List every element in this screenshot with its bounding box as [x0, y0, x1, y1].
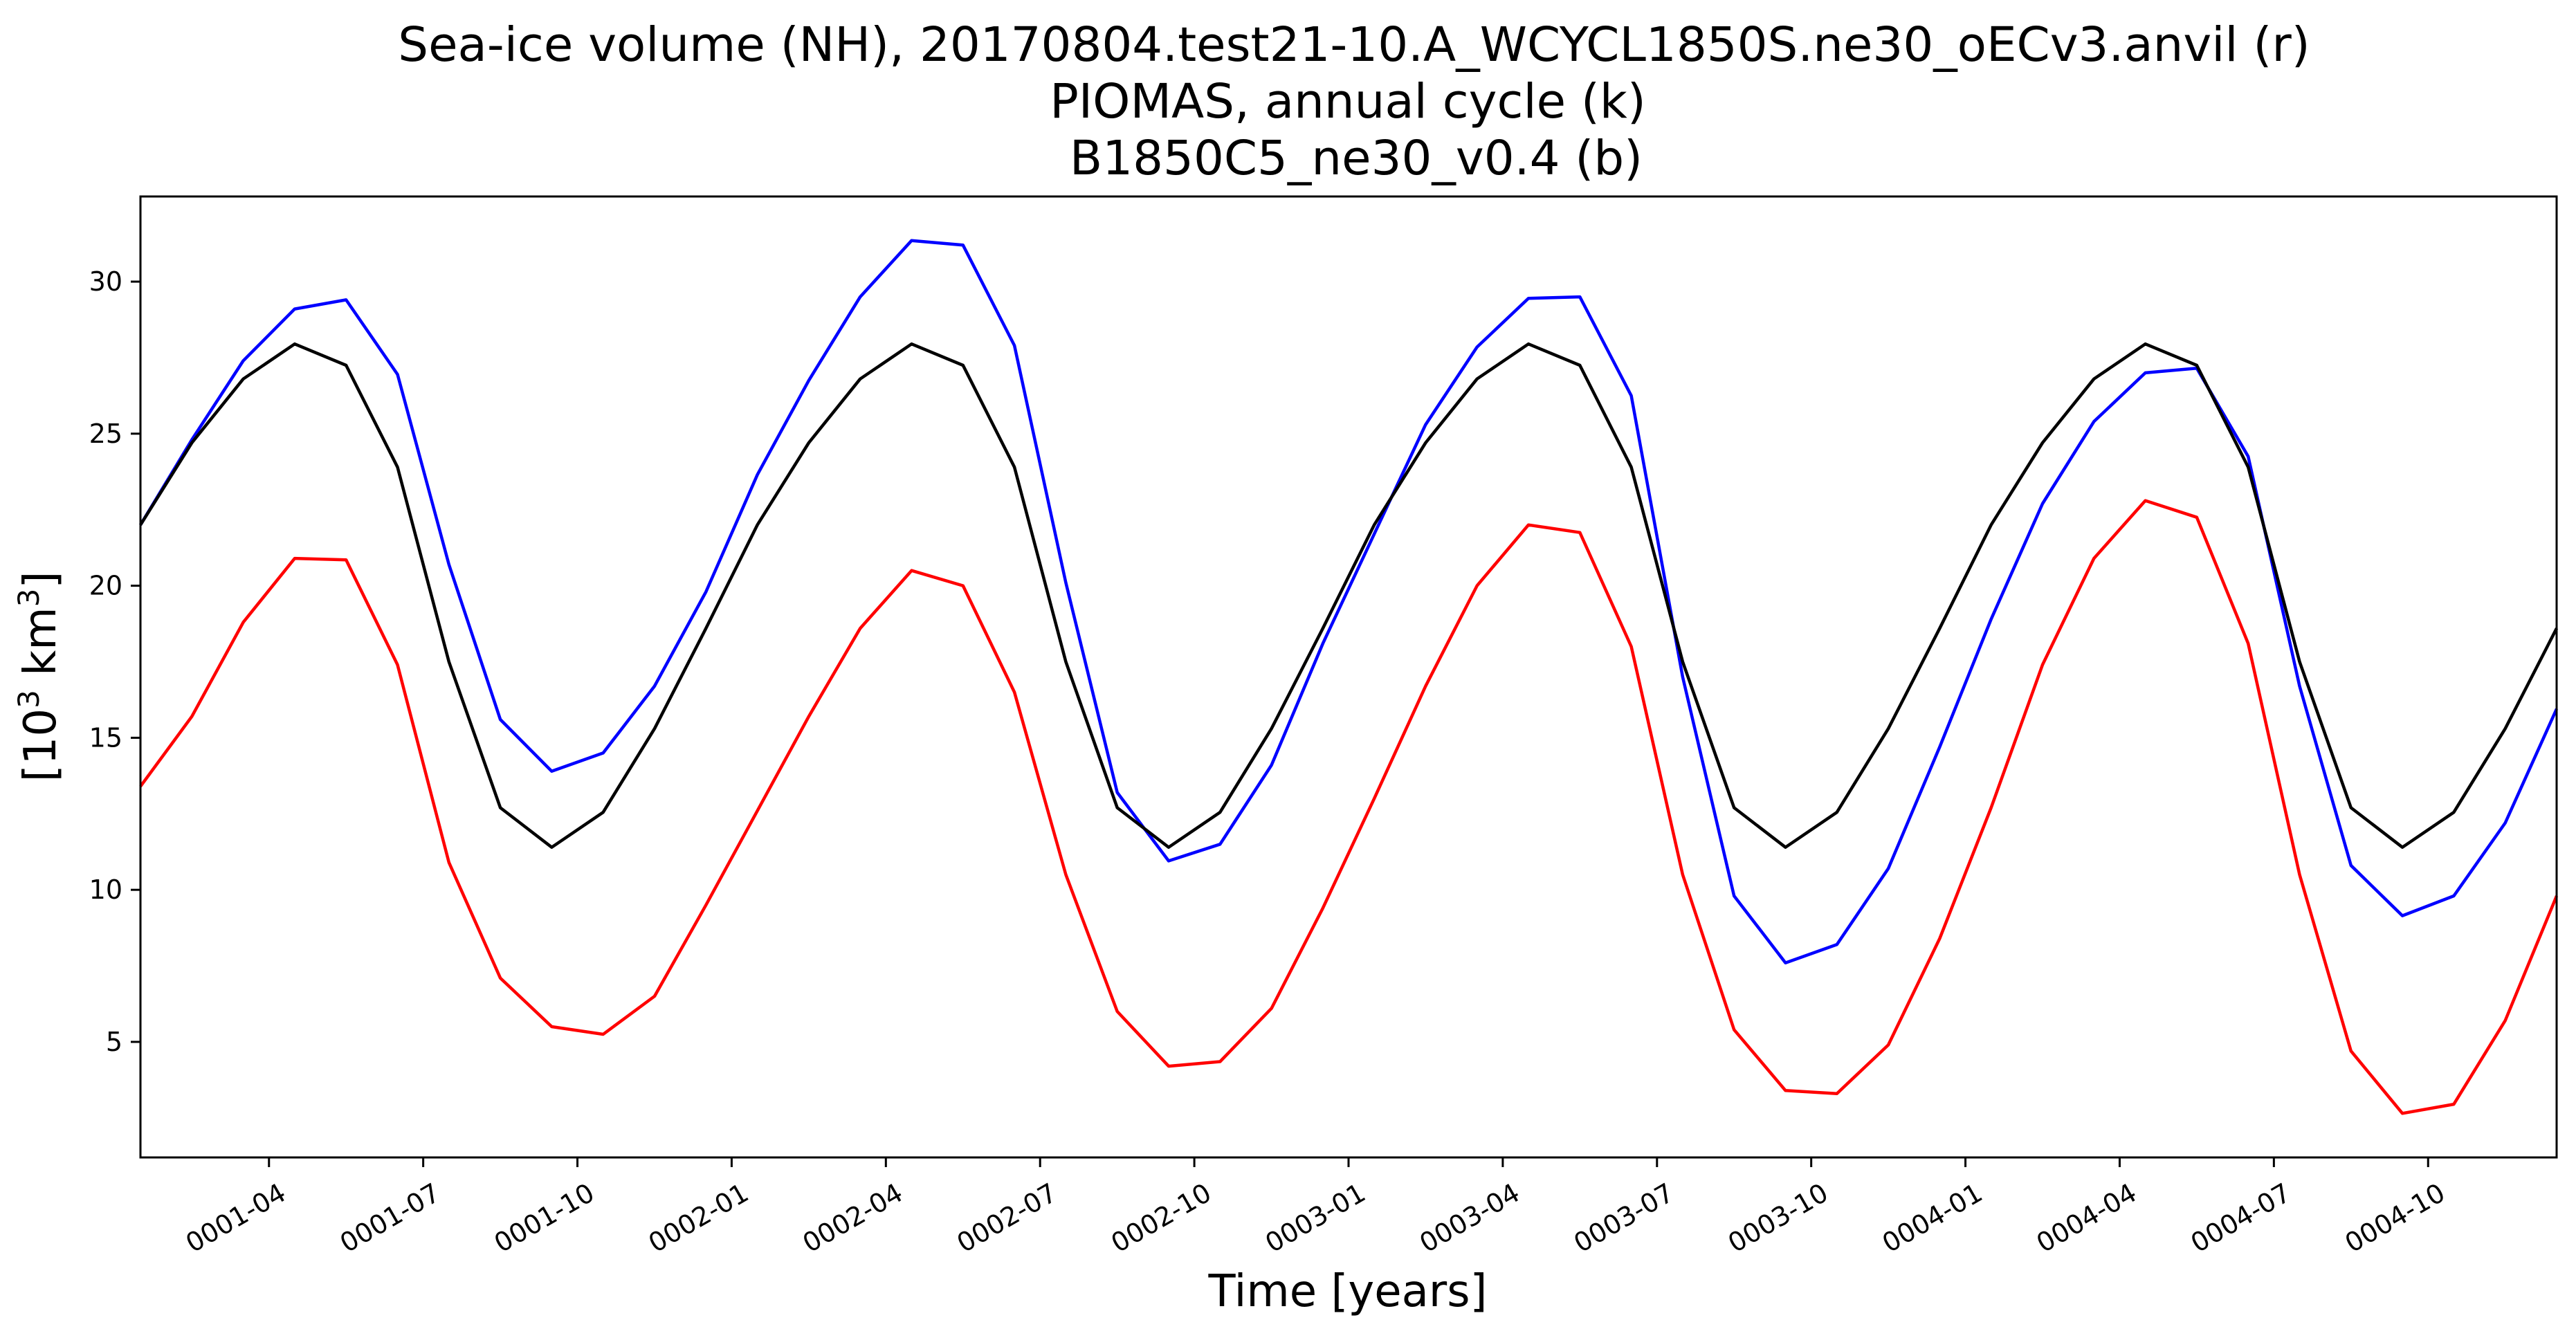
chart-title-line-1: Sea-ice volume (NH), 20170804.test21-10.…	[398, 17, 2310, 73]
x-tick-label: 0002-04	[798, 1177, 908, 1258]
plot-area-frame	[139, 195, 2558, 1159]
y-tick-label: 15	[89, 722, 122, 753]
chart-title: Sea-ice volume (NH), 20170804.test21-10.…	[398, 17, 2310, 186]
y-axis-label-close: ]	[15, 571, 66, 589]
y-axis-label-unit: km	[15, 607, 66, 690]
x-tick-label: 0004-04	[2031, 1177, 2142, 1258]
x-tick-label: 0003-04	[1414, 1177, 1525, 1258]
y-axis: 5 10 15 20 25 30	[89, 266, 140, 1057]
y-tick-label: 20	[89, 571, 122, 601]
y-axis-label-base: [10	[15, 708, 66, 782]
x-tick-label: 0001-07	[335, 1177, 446, 1258]
y-tick-label: 30	[89, 266, 122, 297]
x-tick-label: 0002-07	[951, 1177, 1062, 1258]
y-axis-label-exponent: 3	[12, 690, 46, 708]
x-axis: 0001-04 0001-07 0001-10 0002-01 0002-04 0002-…	[181, 1157, 2450, 1258]
x-tick-label: 0003-01	[1260, 1177, 1371, 1258]
series-group	[139, 239, 2559, 1115]
x-tick-label: 0004-07	[2186, 1177, 2296, 1258]
chart-title-line-2: PIOMAS, annual cycle (k)	[1050, 74, 1646, 129]
chart-title-line-3: B1850C5_ne30_v0.4 (b)	[1070, 131, 1643, 186]
y-tick-label: 5	[106, 1027, 122, 1057]
x-tick-label: 0002-10	[1106, 1177, 1216, 1258]
x-axis-label: Time [years]	[1207, 1266, 1487, 1317]
x-tick-label: 0003-07	[1569, 1177, 1679, 1258]
x-tick-label: 0004-01	[1877, 1177, 1988, 1258]
series-line-0	[139, 499, 2559, 1115]
y-axis-label: [103 km3]	[12, 571, 67, 782]
y-tick-label: 25	[89, 419, 122, 449]
series-line-2	[139, 342, 2559, 849]
x-tick-label: 0004-10	[2340, 1177, 2451, 1258]
x-tick-label: 0001-04	[181, 1177, 291, 1258]
x-tick-label: 0001-10	[489, 1177, 600, 1258]
y-tick-label: 10	[89, 874, 122, 905]
series-line-1	[139, 239, 2559, 964]
x-tick-label: 0003-10	[1723, 1177, 1834, 1258]
x-tick-label: 0002-01	[643, 1177, 754, 1258]
y-axis-label-unit-exponent: 3	[12, 589, 46, 607]
